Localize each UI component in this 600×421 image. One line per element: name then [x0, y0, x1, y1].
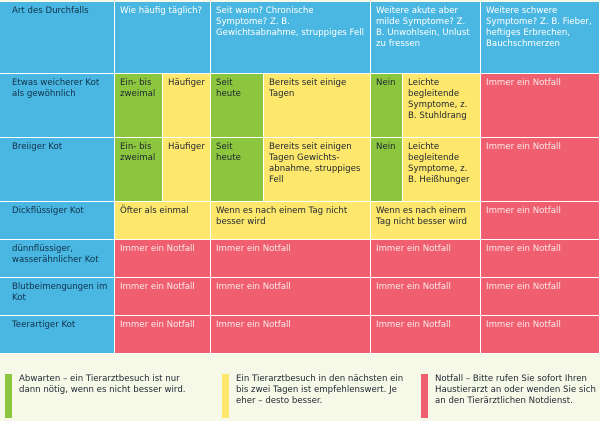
legend-swatch-red	[421, 374, 428, 418]
legend-text-red: Notfall – Bitte rufen Sie sofort Ihren H…	[435, 374, 596, 406]
cell: Wenn es nach einem Tag nicht besser wird	[211, 202, 372, 240]
table-row: dünnflüssiger, wasserähnlicher Kot Immer…	[0, 240, 600, 278]
row-label: Blutbeimengungen im Kot	[0, 278, 115, 316]
legend-text-yellow: Ein Tierarztbesuch in den nächsten ein b…	[236, 374, 404, 406]
header-type: Art des Durchfalls	[0, 2, 115, 74]
row-label: Dickflüssiger Kot	[0, 202, 115, 240]
cell: Immer ein Notfall	[481, 278, 600, 316]
triage-table: Art des Durchfalls Wie häufig täglich? S…	[0, 2, 600, 354]
cell: Immer ein Notfall	[481, 316, 600, 354]
legend: Abwarten – ein Tierarztbesuch ist nur da…	[0, 372, 600, 421]
cell: Immer ein Notfall	[481, 74, 600, 138]
cell: Bereits seit einigen Tagen Gewichts-abna…	[264, 138, 372, 202]
cell: Öfter als einmal	[115, 202, 212, 240]
header-acute: Weitere akute aber milde Symptome? Z. B.…	[371, 2, 482, 74]
table-row: Teerartiger Kot Immer ein Notfall Immer …	[0, 316, 600, 354]
cell: Seit heute	[211, 138, 265, 202]
header-chronic: Seit wann? Chronische Symptome? Z. B. Ge…	[211, 2, 372, 74]
table-row: Blutbeimengungen im Kot Immer ein Notfal…	[0, 278, 600, 316]
cell: Nein	[371, 74, 404, 138]
cell: Immer ein Notfall	[115, 316, 212, 354]
cell: Immer ein Notfall	[115, 278, 212, 316]
cell: Wenn es nach einem Tag nicht besser wird	[371, 202, 482, 240]
table-row: Breiiger Kot Ein- bis zweimal Häufiger S…	[0, 138, 600, 202]
legend-swatch-green	[5, 374, 12, 418]
cell: Leichte begleitende Symptome, z. B. Heiß…	[403, 138, 482, 202]
table-row: Etwas weicherer Kot als gewöhnlich Ein- …	[0, 74, 600, 138]
cell: Immer ein Notfall	[481, 202, 600, 240]
cell: Immer ein Notfall	[481, 138, 600, 202]
cell: Immer ein Notfall	[211, 316, 372, 354]
cell: Ein- bis zweimal	[115, 138, 163, 202]
cell: Ein- bis zweimal	[115, 74, 163, 138]
legend-swatch-yellow	[222, 374, 229, 418]
cell: Bereits seit einige Tagen	[264, 74, 372, 138]
cell: Seit heute	[211, 74, 265, 138]
cell: Immer ein Notfall	[211, 278, 372, 316]
cell: Häufiger	[163, 138, 212, 202]
row-label: Etwas weicherer Kot als gewöhnlich	[0, 74, 115, 138]
header-severe: Weitere schwere Symptome? Z. B. Fieber, …	[481, 2, 600, 74]
table-row: Dickflüssiger Kot Öfter als einmal Wenn …	[0, 202, 600, 240]
cell: Immer ein Notfall	[371, 316, 482, 354]
cell: Immer ein Notfall	[371, 240, 482, 278]
header-row: Art des Durchfalls Wie häufig täglich? S…	[0, 2, 600, 74]
cell: Immer ein Notfall	[211, 240, 372, 278]
cell: Nein	[371, 138, 404, 202]
cell: Leichte begleitende Symptome, z. B. Stuh…	[403, 74, 482, 138]
row-label: Breiiger Kot	[0, 138, 115, 202]
cell: Immer ein Notfall	[481, 240, 600, 278]
header-frequency: Wie häufig täglich?	[115, 2, 212, 74]
row-label: dünnflüssiger, wasserähnlicher Kot	[0, 240, 115, 278]
cell: Immer ein Notfall	[115, 240, 212, 278]
legend-text-green: Abwarten – ein Tierarztbesuch ist nur da…	[19, 374, 186, 395]
cell: Häufiger	[163, 74, 212, 138]
cell: Immer ein Notfall	[371, 278, 482, 316]
row-label: Teerartiger Kot	[0, 316, 115, 354]
